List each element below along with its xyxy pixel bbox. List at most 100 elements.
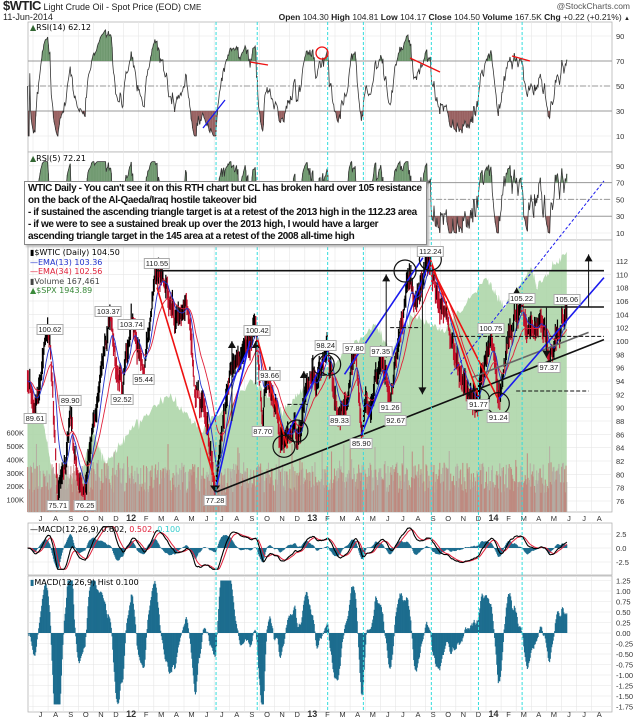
volume-tick-label: 300K [6,469,24,478]
hist-tick-label: -1.25 [616,682,633,691]
x-tick-label: N [461,514,466,523]
x-tick-label: J [205,710,209,719]
x-tick-label: J [582,710,586,719]
volume-icon: ▮ [30,276,35,286]
price-tick-label: 112 [616,257,628,266]
rsi5-legend: ▲RSI(5) 72.21 [30,154,86,163]
price-tick-label: 82 [616,457,624,466]
x-tick-label: D [294,514,300,523]
macd-tick-label: -2.5 [616,558,629,567]
note-line: ascending triangle target in the 145 are… [28,231,355,242]
price-legend: ▮$WTIC (Daily) 104.50 —EMA(13) 103.36 —E… [30,248,120,296]
red-trendline [432,270,500,400]
x-tick-label: O [83,710,89,719]
x-tick-label: F [506,710,511,719]
x-tick-label: J [386,710,390,719]
x-tick-label: J [582,514,586,523]
x-tick-label: J [220,514,224,523]
x-tick-label: M [158,514,164,523]
price-point-label: 85.90 [349,437,373,449]
hist-tick-label: 1.00 [616,587,631,596]
highlight-circle [318,352,342,376]
x-tick-label: A [536,710,541,719]
x-tick-label: 13 [307,513,317,523]
x-tick-label: 14 [488,513,498,523]
price-point-label: 89.90 [58,395,82,407]
hist-tick-label: -1.00 [616,671,633,680]
price-tick-label: 76 [616,497,624,506]
gray-trendline [471,331,589,379]
blue-trendline [343,257,424,375]
rsi14-tick-label: 70 [616,57,624,66]
x-tick-label: O [264,710,270,719]
volume-tick-label: 100K [6,496,24,505]
high-value: 104.81 [352,12,379,22]
rsi14-tick-label: 50 [616,82,624,91]
price-point-label: 103.74 [117,318,145,330]
x-tick-label: 12 [126,513,136,523]
price-point-label: 75.71 [46,500,70,511]
macd-signal-line [27,526,568,570]
price-tick-label: 78 [616,484,624,493]
price-tick-label: 96 [616,364,624,373]
price-point-label: 77.28 [203,495,227,507]
price-point-label: 112.24 [417,246,444,258]
price-point-label: 100.42 [243,325,271,337]
volume-tick-label: 600K [6,429,24,438]
up-triangle-icon: ▲ [624,16,630,22]
x-tick-label: M [551,710,557,719]
x-tick-label: S [68,710,73,719]
arrow-up-icon [512,287,521,295]
x-tick-label: A [234,514,239,523]
x-tick-label: M [370,514,376,523]
ema13-line [27,268,568,484]
x-tick-label: A [53,514,58,523]
highlight-circle [393,259,417,283]
x-tick-label: O [83,514,89,523]
hist-tick-label: -0.75 [616,661,633,670]
arrow-up-icon [227,340,236,348]
price-tick-label: 92 [616,390,624,399]
volume-value: 167.5K [514,12,542,22]
arrow-down-icon [418,387,427,395]
x-tick-label: O [445,710,451,719]
rsi-red-trendline [409,57,441,73]
legend-price: ▮$WTIC (Daily) 104.50 [30,248,120,257]
rsi5-tick-label: 90 [616,162,624,171]
hist-tick-label: -1.50 [616,692,633,701]
chart-date: 11-Jun-2014 [3,12,53,22]
price-point-label: 91.77 [467,398,490,410]
arrow-up-icon [251,340,260,348]
price-tick-label: 84 [616,444,624,453]
note-line: WTIC Daily - You can't see it on this RT… [28,183,422,194]
x-tick-label: D [476,710,482,719]
rsi-icon: ▲ [30,154,37,163]
price-point-label: 91.26 [378,402,402,414]
price-tick-label: 100 [616,337,629,346]
x-tick-label: J [386,514,390,523]
low-value: 104.17 [400,12,427,22]
quote-line: Open 104.30 High 104.81 Low 104.17 Close… [278,12,630,22]
x-tick-label: A [355,710,360,719]
price-tick-label: 90 [616,404,624,413]
blue-trendline [450,180,605,375]
x-tick-label: J [39,710,43,719]
note-line: - if sustained the ascending triangle ta… [28,207,417,218]
price-point-label: 100.75 [477,322,505,334]
brand-watermark: @StockCharts.com [556,1,630,11]
candle-icon: ▮ [30,248,35,257]
note-line: on the back of the Al-Qaeda/Iraq hostile… [28,195,257,206]
legend-spx: ▲$SPX 1943.89 [30,286,93,295]
macd-tick-label: 2.5 [616,530,626,539]
arrow-up-icon [584,254,593,262]
price-tick-label: 106 [616,297,629,306]
price-point-label: 110.55 [143,257,171,269]
x-tick-label: A [415,514,420,523]
price-point-label: 98.24 [314,339,338,351]
x-tick-label: M [339,514,345,523]
legend-volume: ▮Volume 167,461 [30,276,100,286]
price-point-label: 89.33 [328,415,351,427]
rsi5-tick-label: 30 [616,212,624,221]
price-point-label: 97.35 [369,345,393,357]
arrow-up-icon [299,370,308,378]
